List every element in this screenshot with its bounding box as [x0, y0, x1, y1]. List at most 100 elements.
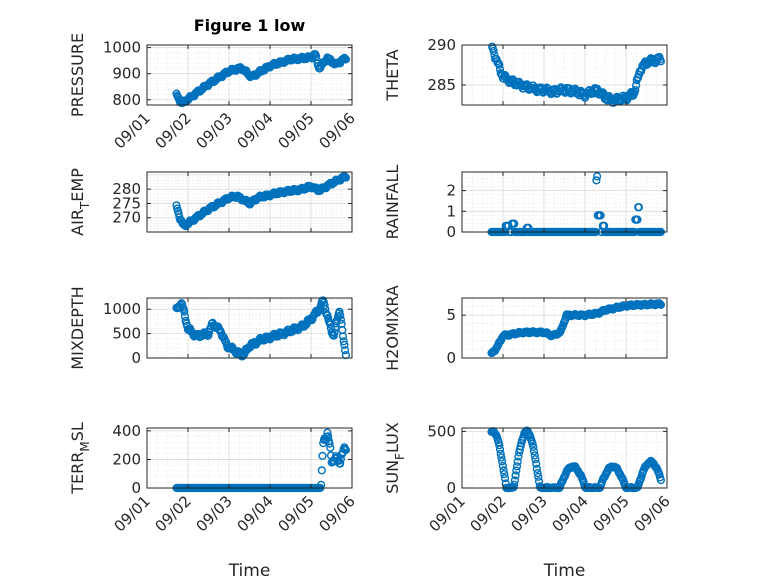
y-tick-label: 290	[427, 36, 456, 54]
axes-frame	[461, 427, 668, 489]
data-point	[532, 464, 542, 474]
x-tick-label: 09/06	[316, 492, 359, 535]
data-point	[495, 441, 504, 450]
data-point	[511, 471, 520, 480]
data-point	[498, 457, 507, 466]
axes-frame	[461, 171, 668, 233]
x-tick-label: 09/03	[193, 492, 236, 535]
data-point	[336, 311, 345, 320]
data-point	[338, 332, 348, 341]
data-point	[500, 470, 509, 479]
x-tick-label: 09/03	[193, 109, 236, 152]
data-point	[534, 472, 543, 481]
y-tick-label: 500	[112, 325, 141, 343]
y-tick-label: 280	[112, 180, 141, 198]
x-tick-label: 09/04	[234, 109, 277, 152]
x-tick-label: 09/06	[631, 492, 674, 535]
y-tick-label: 0	[131, 479, 141, 497]
data-point	[489, 46, 498, 56]
x-tick-label: 09/05	[275, 109, 318, 152]
data-point	[341, 445, 351, 455]
data-point	[512, 466, 521, 475]
y-tick-label: 1000	[103, 300, 141, 318]
y-axis-label: THETA	[383, 49, 402, 101]
data-point	[320, 301, 329, 310]
data-point	[341, 173, 351, 182]
x-axis-label: Time	[543, 561, 586, 581]
data-point	[341, 346, 350, 355]
x-tick-label: 09/03	[508, 492, 551, 535]
data-point	[510, 219, 519, 228]
y-tick-label: 1	[446, 202, 456, 220]
data-point	[497, 453, 506, 462]
x-tick-label: 09/04	[549, 492, 592, 535]
data-point	[341, 445, 350, 454]
data-point	[340, 340, 349, 350]
data-point	[336, 315, 346, 324]
x-tick-label: 09/06	[316, 109, 359, 152]
data-point	[633, 215, 642, 224]
data-point	[528, 439, 537, 448]
data-point	[323, 428, 332, 437]
data-point	[592, 176, 601, 185]
x-tick-label: 09/01	[111, 492, 154, 535]
y-tick-label: 270	[112, 209, 141, 227]
data-point	[513, 457, 522, 466]
data-point	[326, 443, 335, 452]
data-point	[324, 432, 333, 441]
data-point	[325, 439, 334, 448]
chart-title: Figure 1 low	[194, 16, 306, 35]
data-point	[533, 469, 542, 478]
axes-frame	[146, 44, 353, 106]
data-point	[634, 203, 644, 212]
y-axis-label: RAINFALL	[383, 165, 402, 240]
data-point	[637, 64, 646, 74]
data-point	[318, 451, 327, 461]
data-point	[499, 466, 508, 475]
data-point	[529, 442, 538, 452]
data-point	[631, 85, 640, 95]
data-point	[335, 307, 344, 316]
y-tick-label: 1000	[103, 39, 141, 57]
x-tick-label: 09/02	[467, 492, 510, 535]
y-tick-label: 275	[112, 194, 141, 212]
data-point	[531, 455, 540, 464]
data-point	[336, 459, 345, 468]
axes-frame	[461, 44, 668, 106]
y-axis-label: SUNFLUX	[383, 422, 407, 494]
y-tick-label: 400	[112, 422, 141, 440]
data-point	[656, 300, 666, 310]
data-point	[596, 211, 605, 220]
x-tick-label: 09/05	[275, 492, 318, 535]
subplot-rainfall: 0 1 2 RAINFALL	[383, 165, 668, 241]
data-point	[330, 328, 339, 337]
y-tick-label: 0	[446, 223, 456, 241]
data-point	[312, 52, 321, 61]
data-point	[496, 449, 505, 458]
data-point	[656, 57, 666, 66]
y-tick-label: 200	[112, 450, 141, 468]
data-point	[498, 461, 508, 471]
data-point	[341, 55, 351, 64]
data-point	[532, 459, 541, 468]
data-point	[592, 172, 602, 181]
subplot-theta: 285 290 THETA	[383, 36, 668, 107]
data-point	[512, 462, 522, 471]
x-tick-label: 09/02	[152, 109, 195, 152]
data-point	[495, 60, 504, 69]
data-point	[339, 337, 348, 346]
y-tick-label: 0	[131, 349, 141, 367]
y-axis-label: MIXDEPTH	[68, 286, 87, 369]
x-tick-label: 09/05	[590, 492, 633, 535]
axes-frame	[146, 297, 353, 359]
data-point	[530, 451, 539, 460]
data-point	[180, 307, 189, 316]
y-tick-label: 900	[112, 65, 141, 83]
data-point	[317, 466, 326, 475]
y-tick-label: 800	[112, 91, 141, 109]
